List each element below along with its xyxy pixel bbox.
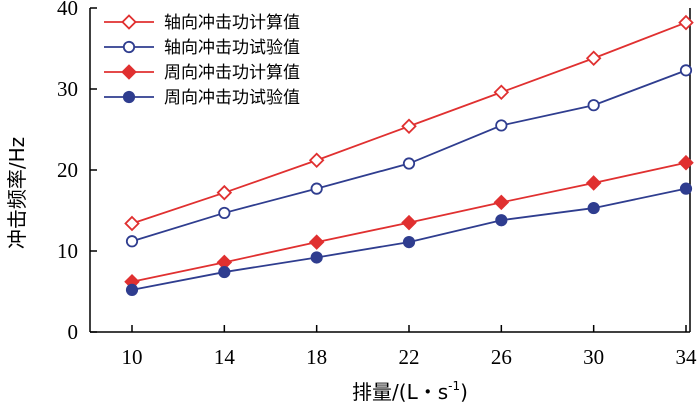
legend-item: 周向冲击功计算值	[104, 63, 300, 83]
data-point	[218, 265, 231, 279]
series-layer	[124, 14, 694, 296]
data-point	[401, 214, 417, 231]
x-tick-label: 14	[214, 345, 236, 369]
legend-item: 周向冲击功试验值	[104, 88, 300, 108]
x-tick-label: 18	[306, 345, 327, 369]
data-point	[218, 206, 231, 220]
legend-item: 轴向冲击功计算值	[104, 13, 300, 33]
y-tick-label: 40	[57, 0, 78, 20]
data-point	[679, 182, 693, 195]
x-tick-label: 22	[399, 345, 420, 369]
data-point	[585, 175, 602, 191]
data-point	[310, 251, 323, 264]
data-point	[679, 64, 693, 77]
x-tick-label: 26	[491, 345, 512, 369]
data-point	[495, 119, 508, 132]
x-axis-label: 排量/(L・s-1)	[352, 379, 468, 404]
x-tick-label: 30	[583, 345, 604, 369]
legend-label: 周向冲击功试验值	[164, 88, 300, 108]
legend-marker	[121, 14, 137, 30]
data-point	[401, 118, 417, 135]
data-point	[678, 154, 694, 171]
legend-label: 周向冲击功计算值	[164, 63, 300, 83]
legend-marker	[122, 90, 136, 104]
data-point	[678, 14, 694, 31]
data-point	[308, 234, 325, 250]
data-point	[124, 215, 140, 232]
x-axis-label-tail: )	[460, 380, 468, 404]
y-tick-label: 10	[57, 239, 78, 263]
series-1	[124, 14, 694, 232]
legend-item: 轴向冲击功试验值	[104, 38, 300, 58]
legend-label: 轴向冲击功试验值	[164, 38, 300, 58]
x-tick-label: 34	[676, 345, 698, 369]
data-point	[310, 182, 323, 195]
data-point	[587, 201, 600, 215]
series-2	[125, 64, 693, 248]
axes: 0 10 20 30 40 10 14 18 22 26 30 34	[57, 0, 697, 369]
y-axis-label: 冲击频率/Hz	[5, 137, 29, 249]
data-point	[308, 152, 325, 169]
series-3	[124, 154, 694, 290]
data-point	[587, 99, 600, 112]
legend-label: 轴向冲击功计算值	[164, 13, 300, 33]
data-point	[125, 283, 139, 296]
legend-marker	[122, 40, 136, 54]
data-point	[495, 214, 508, 227]
data-point	[585, 50, 602, 66]
data-point	[216, 184, 233, 201]
data-point	[493, 84, 510, 101]
y-tick-label: 20	[57, 158, 78, 182]
y-tick-label: 30	[57, 77, 78, 101]
x-tick-label: 10	[122, 345, 143, 369]
data-point	[402, 157, 416, 170]
data-point	[125, 235, 139, 248]
x-axis-label-sup: -1	[448, 379, 460, 393]
data-point	[402, 235, 416, 249]
series-4	[125, 182, 693, 296]
legend-marker	[121, 64, 137, 80]
y-tick-label: 0	[68, 320, 79, 344]
x-axis-label-main: 排量/(L・s	[352, 380, 448, 404]
data-point	[493, 194, 510, 211]
